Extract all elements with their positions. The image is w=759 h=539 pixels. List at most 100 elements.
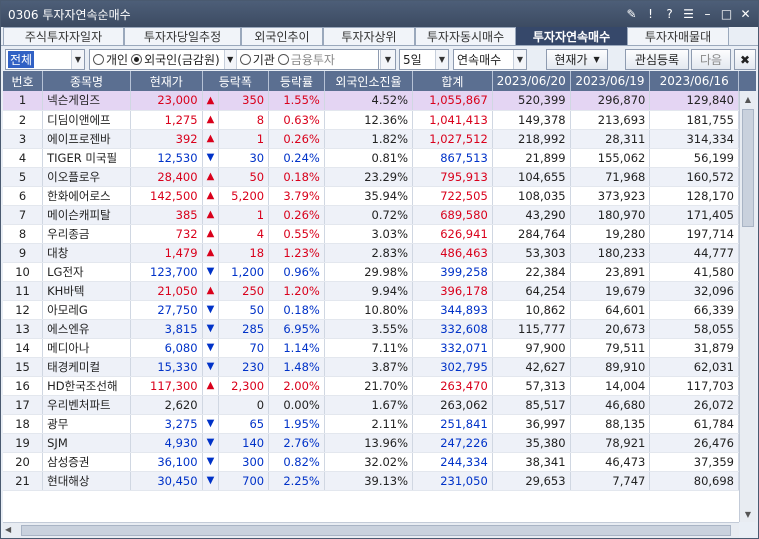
col-header-total[interactable]: 합계 [412, 71, 493, 91]
table-row[interactable]: 20 삼성증권 36,100 ▼ 300 0.82% 32.02% 244,334 38,341… [3, 452, 739, 472]
tab-investor-today-estimate[interactable]: 투자자당일추정 [124, 27, 241, 45]
maximize-icon[interactable]: □ [720, 7, 733, 21]
scroll-thumb[interactable] [742, 109, 754, 227]
tab-investor-top[interactable]: 투자자상위 [323, 27, 415, 45]
horizontal-scrollbar[interactable]: ◀ [3, 522, 739, 538]
total: 263,470 [412, 376, 493, 396]
foreign-ratio: 3.55% [324, 319, 414, 339]
total: 302,795 [412, 357, 493, 377]
next-button[interactable]: 다음 [691, 49, 731, 70]
table-row[interactable]: 21 현대해상 30,450 ▼ 700 2.25% 39.13% 231,050 29,653… [3, 471, 739, 491]
day-value: 43,290 [492, 205, 571, 225]
table-row[interactable]: 12 아모레G 27,750 ▼ 50 0.18% 10.80% 344,893 10,862 6… [3, 300, 739, 320]
day-value: 78,921 [570, 433, 651, 453]
change-amount: 1 [218, 129, 270, 149]
row-number: 9 [3, 243, 44, 263]
scroll-up-icon[interactable]: ▲ [744, 94, 752, 104]
col-header-change[interactable]: 등락폭 [202, 71, 270, 91]
day-value: 171,405 [649, 205, 739, 225]
table-row[interactable]: 14 메디아나 6,080 ▼ 70 1.14% 7.11% 332,071 97,900 79,… [3, 338, 739, 358]
radio-individual[interactable] [93, 54, 104, 65]
watchlist-register-button[interactable]: 관심등록 [625, 49, 689, 70]
change-arrow-icon: ▼ [202, 433, 220, 453]
stock-name: 넥슨게임즈 [42, 91, 131, 111]
foreign-ratio: 2.11% [324, 414, 414, 434]
scroll-left-icon[interactable]: ◀ [5, 525, 12, 534]
col-header-name[interactable]: 종목명 [42, 71, 131, 91]
table-row[interactable]: 5 이오플로우 28,400 ▲ 50 0.18% 23.29% 795,913 104,655… [3, 167, 739, 187]
chevron-down-icon[interactable]: ▼ [513, 50, 526, 69]
change-arrow-icon: ▲ [202, 224, 220, 244]
chevron-down-icon[interactable]: ▼ [380, 50, 395, 69]
pin-icon[interactable]: ✎ [626, 7, 637, 21]
table-row[interactable]: 18 광무 3,275 ▼ 65 1.95% 2.11% 251,841 36,997 88,13… [3, 414, 739, 434]
col-header-price[interactable]: 현재가 [130, 71, 203, 91]
stock-name: HD한국조선해 [42, 376, 131, 396]
tab-investor-daily[interactable]: 주식투자자일자 [3, 27, 124, 45]
change-arrow-icon: ▲ [202, 243, 220, 263]
chevron-down-icon[interactable]: ▼ [435, 50, 448, 69]
table-row[interactable]: 6 한화에어로스 142,500 ▲ 5,200 3.79% 35.94% 722,505 10… [3, 186, 739, 206]
chevron-down-icon[interactable]: ▼ [223, 50, 237, 69]
market-select[interactable]: 전체 ▼ [5, 49, 85, 70]
chevron-down-icon[interactable]: ▼ [71, 50, 84, 69]
period-select[interactable]: 5일 ▼ [399, 49, 449, 70]
change-arrow-icon: ▲ [202, 205, 220, 225]
table-row[interactable]: 7 메이슨캐피탈 385 ▲ 1 0.26% 0.72% 689,580 43,290 180,9… [3, 205, 739, 225]
info-icon[interactable]: ! [648, 7, 653, 21]
day-value: 85,517 [492, 395, 571, 415]
col-header-date-1[interactable]: 2023/06/20 [492, 71, 571, 91]
mode-select[interactable]: 연속매수 ▼ [453, 49, 527, 70]
menu-icon[interactable]: ☰ [683, 7, 694, 21]
tab-foreign-trend[interactable]: 외국인추이 [241, 27, 323, 45]
table-row[interactable]: 19 SJM 4,930 ▼ 140 2.76% 13.96% 247,226 35,380 78… [3, 433, 739, 453]
day-value: 97,900 [492, 338, 571, 358]
minimize-icon[interactable]: – [704, 7, 711, 21]
table-row[interactable]: 9 대창 1,479 ▲ 18 1.23% 2.83% 486,463 53,303 180,23… [3, 243, 739, 263]
help-icon[interactable]: ? [666, 7, 673, 21]
day-value: 7,747 [570, 471, 651, 491]
current-price: 3,815 [130, 319, 203, 339]
close-panel-icon[interactable]: ✖ [734, 49, 756, 70]
foreign-ratio: 29.98% [324, 262, 414, 282]
col-header-foreign-ratio[interactable]: 외국인소진율 [324, 71, 414, 91]
tab-investor-supply[interactable]: 투자자매물대 [627, 27, 729, 45]
table-row[interactable]: 4 TIGER 미국필 12,530 ▼ 30 0.24% 0.81% 867,513 21,8… [3, 148, 739, 168]
col-header-no[interactable]: 번호 [3, 71, 44, 91]
tab-investor-simultaneous[interactable]: 투자자동시매수 [415, 27, 516, 45]
table-row[interactable]: 3 에이프로젠바 392 ▲ 1 0.26% 1.82% 1,027,512 218,992 28… [3, 129, 739, 149]
foreign-ratio: 21.70% [324, 376, 414, 396]
change-amount: 350 [218, 91, 270, 111]
table-row[interactable]: 15 태경케미컬 15,330 ▼ 230 1.48% 3.87% 302,795 42,627… [3, 357, 739, 377]
stock-name: LG전자 [42, 262, 131, 282]
vertical-scrollbar[interactable]: ▲ ▼ [739, 91, 756, 522]
radio-foreign[interactable] [131, 54, 143, 65]
radio-institution[interactable] [239, 54, 251, 65]
table-row[interactable]: 10 LG전자 123,700 ▼ 1,200 0.96% 29.98% 399,258 22,… [3, 262, 739, 282]
table-row[interactable]: 13 에스엔유 3,815 ▼ 285 6.95% 3.55% 332,608 115,777 2… [3, 319, 739, 339]
change-amount: 65 [218, 414, 270, 434]
radio-financial-investment[interactable] [277, 54, 289, 65]
day-value: 284,764 [492, 224, 571, 244]
col-header-change-rate[interactable]: 등락률 [268, 71, 325, 91]
close-icon[interactable]: ✕ [740, 7, 751, 21]
change-amount: 140 [218, 433, 270, 453]
col-header-date-3[interactable]: 2023/06/16 [649, 71, 739, 91]
table-row[interactable]: 8 우리종금 732 ▲ 4 0.55% 3.03% 626,941 284,764 19,280… [3, 224, 739, 244]
price-button[interactable]: 현재가 ▼ [546, 49, 608, 70]
day-value: 197,714 [649, 224, 739, 244]
total: 396,178 [412, 281, 493, 301]
table-row[interactable]: 1 넥슨게임즈 23,000 ▲ 350 1.55% 4.52% 1,055,867 520,3… [3, 91, 739, 111]
table-row[interactable]: 11 KH바텍 21,050 ▲ 250 1.20% 9.94% 396,178 64,254 1… [3, 281, 739, 301]
tab-investor-consecutive[interactable]: 투자자연속매수 [516, 27, 627, 45]
table-row[interactable]: 16 HD한국조선해 117,300 ▲ 2,300 2.00% 21.70% 263,470… [3, 376, 739, 396]
financial-type-dropdown[interactable]: ▼ [379, 49, 396, 70]
scroll-down-icon[interactable]: ▼ [744, 509, 752, 519]
hscroll-thumb[interactable] [21, 525, 731, 536]
table-row[interactable]: 17 우리벤처파트 2,620 0 0.00% 1.67% 263,062 85,517 46,… [3, 395, 739, 415]
col-header-date-2[interactable]: 2023/06/19 [570, 71, 651, 91]
day-value: 20,673 [570, 319, 651, 339]
stock-name: 현대해상 [42, 471, 131, 491]
table-row[interactable]: 2 디딤이앤에프 1,275 ▲ 8 0.63% 12.36% 1,041,413 149,37… [3, 110, 739, 130]
total: 332,071 [412, 338, 493, 358]
